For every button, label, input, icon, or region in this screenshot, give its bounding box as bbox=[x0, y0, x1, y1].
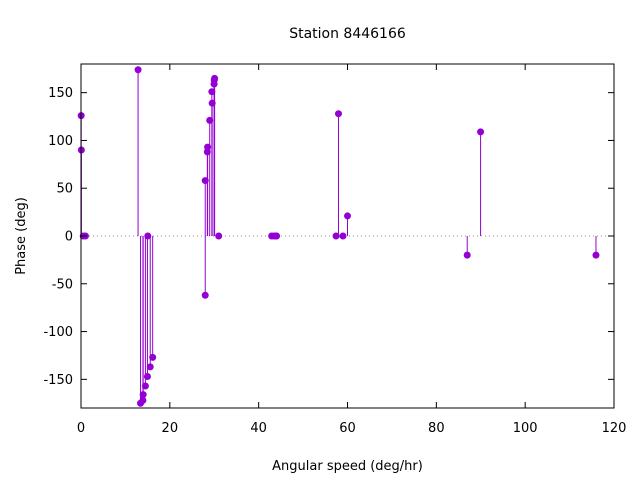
x-axis-label: Angular speed (deg/hr) bbox=[272, 459, 423, 474]
y-tick-label: -100 bbox=[43, 325, 73, 340]
data-point bbox=[463, 251, 471, 259]
y-tick-label: -150 bbox=[43, 373, 73, 388]
data-point bbox=[208, 88, 216, 96]
y-tick-label: 150 bbox=[48, 86, 73, 101]
y-tick-label: -50 bbox=[52, 277, 73, 292]
x-tick-label: 20 bbox=[162, 421, 179, 436]
y-tick-label: 50 bbox=[56, 182, 73, 197]
data-point bbox=[273, 232, 281, 240]
x-tick-label: 100 bbox=[513, 421, 538, 436]
data-point bbox=[204, 143, 212, 151]
axis-layer: 0 20 40 60 80 100 120 -150 -100 -50 0 50 100 150 bbox=[43, 64, 626, 436]
data-point bbox=[211, 74, 219, 82]
data-point bbox=[339, 232, 347, 240]
data-point bbox=[334, 110, 342, 118]
data-point bbox=[139, 391, 147, 399]
data-point bbox=[201, 291, 209, 299]
x-tick-label: 60 bbox=[339, 421, 356, 436]
y-tick-label: 100 bbox=[48, 134, 73, 149]
plot-frame bbox=[80, 63, 615, 409]
data-point bbox=[477, 128, 485, 136]
x-tick-label: 120 bbox=[602, 421, 627, 436]
x-tick-label: 40 bbox=[250, 421, 267, 436]
chart-title: Station 8446166 bbox=[289, 26, 406, 42]
x-tick-label: 80 bbox=[428, 421, 445, 436]
data-point bbox=[139, 396, 147, 404]
data-point bbox=[208, 99, 216, 107]
data-point bbox=[144, 232, 152, 240]
y-axis-label: Phase (deg) bbox=[14, 197, 29, 275]
data-point bbox=[201, 177, 209, 185]
y-tick-label: 0 bbox=[65, 230, 73, 245]
x-tick-label: 0 bbox=[77, 421, 85, 436]
data-point bbox=[134, 66, 142, 74]
data-point bbox=[215, 232, 223, 240]
data-point bbox=[141, 382, 149, 390]
data-point bbox=[344, 212, 351, 220]
data-point bbox=[332, 232, 340, 240]
data-point bbox=[146, 363, 154, 371]
data-point bbox=[592, 251, 600, 259]
data-point bbox=[149, 353, 157, 361]
point-layer bbox=[77, 66, 600, 407]
data-point bbox=[143, 372, 151, 380]
impulse-layer bbox=[80, 69, 597, 404]
data-point bbox=[206, 116, 214, 124]
